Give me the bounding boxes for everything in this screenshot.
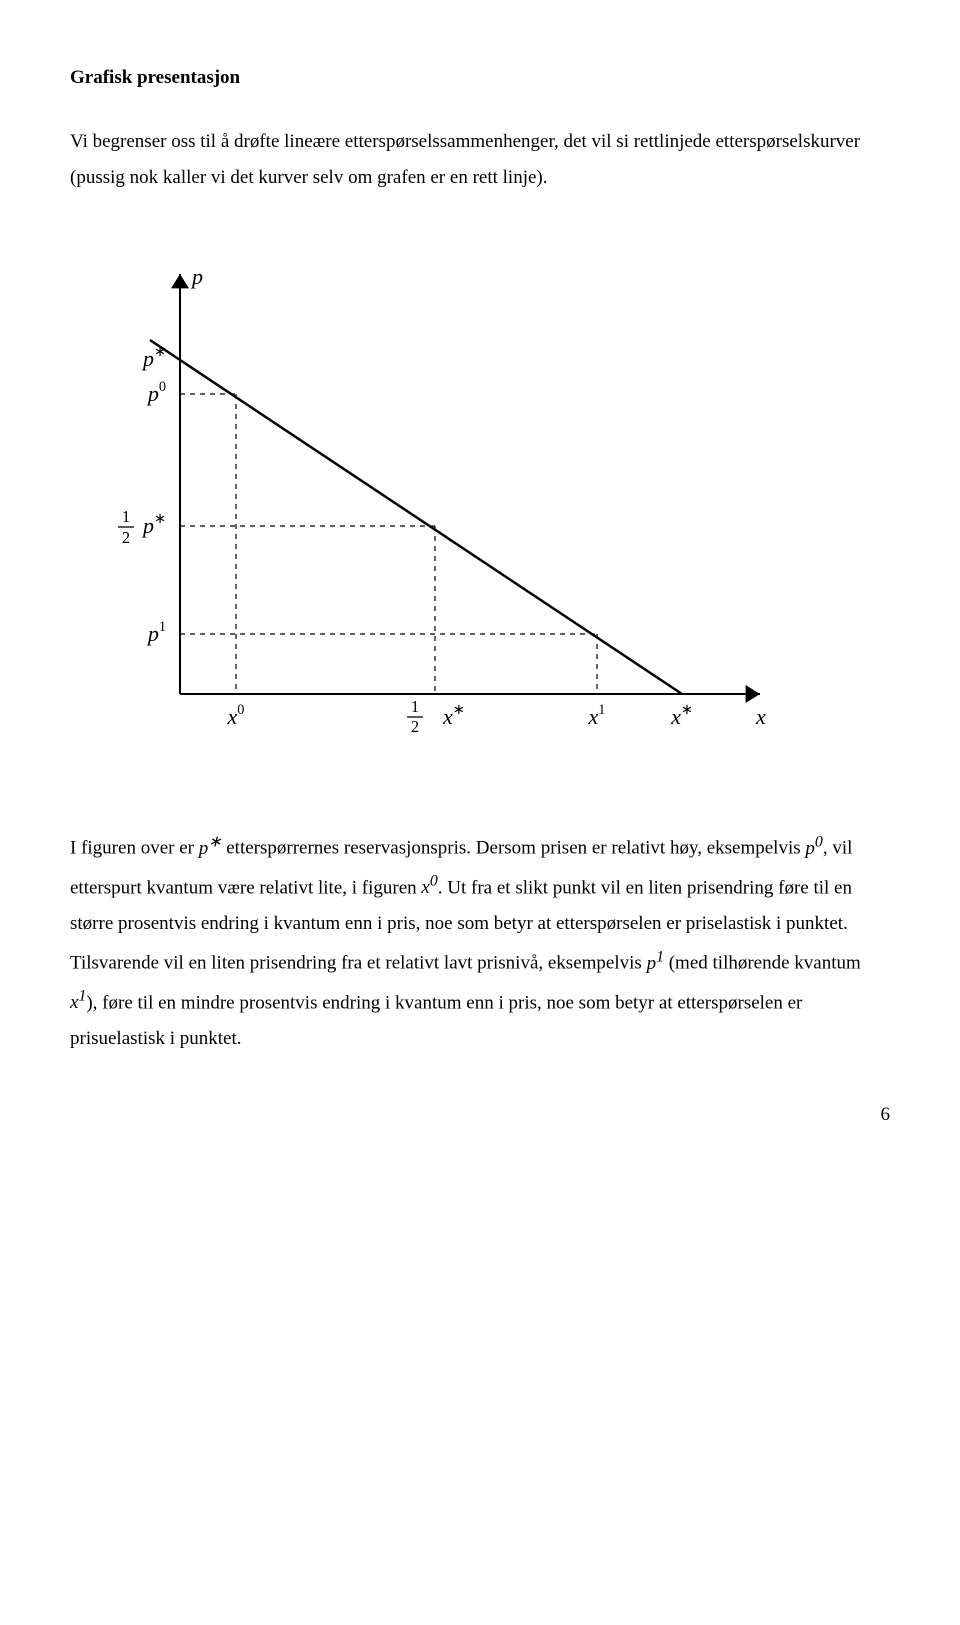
math-p-star: p∗ [199, 838, 222, 859]
sym: p [805, 838, 815, 859]
demand-curve-figure: pxp∗p012p∗p1x012x∗x1x∗ [70, 224, 890, 797]
section-heading: Grafisk presentasjon [70, 60, 890, 96]
sup: 1 [656, 948, 664, 965]
svg-text:1: 1 [411, 697, 419, 716]
sym: x [421, 877, 429, 898]
math-x0: x0 [421, 877, 437, 898]
page-number: 6 [70, 1097, 890, 1133]
text: etterspørrernes reservasjonspris. Dersom… [221, 838, 805, 859]
svg-text:p: p [190, 264, 203, 289]
paragraph-2: I figuren over er p∗ etterspørrernes res… [70, 827, 890, 1057]
math-p0: p0 [805, 838, 822, 859]
svg-text:2: 2 [411, 717, 419, 736]
svg-text:x: x [755, 704, 766, 729]
sup: ∗ [208, 833, 221, 850]
text: (med tilhørende kvantum [664, 953, 861, 974]
math-p1: p1 [647, 953, 664, 974]
sup: 0 [815, 833, 823, 850]
sup: 0 [430, 873, 438, 890]
svg-text:2: 2 [122, 528, 130, 547]
demand-curve-svg: pxp∗p012p∗p1x012x∗x1x∗ [70, 224, 790, 784]
sym: p [647, 953, 657, 974]
math-x1: x1 [70, 992, 86, 1013]
paragraph-1: Vi begrenser oss til å drøfte lineære et… [70, 124, 890, 196]
text: ), føre til en mindre prosentvis endring… [70, 992, 802, 1049]
text: I figuren over er [70, 838, 199, 859]
svg-text:1: 1 [122, 507, 130, 526]
sym: p [199, 838, 209, 859]
